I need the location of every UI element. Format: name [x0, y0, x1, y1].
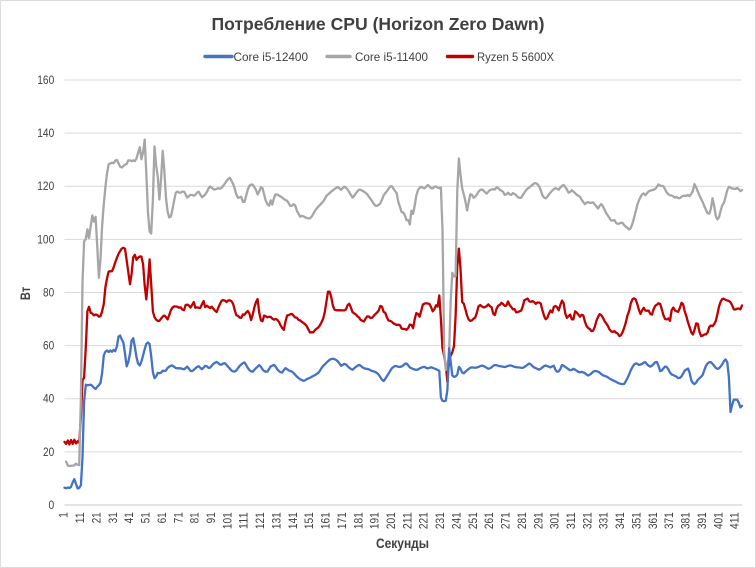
svg-text:331: 331: [598, 512, 611, 529]
svg-text:301: 301: [549, 512, 562, 529]
svg-text:201: 201: [385, 512, 398, 529]
svg-text:71: 71: [172, 512, 185, 523]
svg-text:131: 131: [270, 512, 283, 529]
svg-text:141: 141: [287, 512, 300, 529]
svg-text:80: 80: [43, 286, 54, 299]
svg-text:271: 271: [500, 512, 513, 529]
svg-text:41: 41: [123, 512, 136, 523]
svg-text:401: 401: [712, 512, 725, 529]
svg-text:181: 181: [352, 512, 365, 529]
svg-text:160: 160: [37, 74, 54, 87]
svg-text:60: 60: [43, 340, 54, 353]
svg-text:Core i5-12400: Core i5-12400: [234, 50, 309, 64]
svg-text:91: 91: [205, 512, 218, 523]
svg-text:151: 151: [303, 512, 316, 529]
svg-text:381: 381: [680, 512, 693, 529]
svg-text:341: 341: [614, 512, 627, 529]
svg-text:351: 351: [631, 512, 644, 529]
svg-text:20: 20: [43, 446, 54, 459]
svg-text:231: 231: [434, 512, 447, 529]
svg-text:251: 251: [467, 512, 480, 529]
svg-text:111: 111: [238, 512, 251, 529]
svg-text:161: 161: [320, 512, 333, 529]
svg-text:100: 100: [37, 233, 54, 246]
svg-text:Core i5-11400: Core i5-11400: [355, 50, 428, 64]
svg-text:40: 40: [43, 393, 54, 406]
svg-text:261: 261: [483, 512, 496, 529]
svg-text:101: 101: [221, 512, 234, 529]
svg-text:21: 21: [90, 512, 103, 523]
svg-text:Ryzen 5 5600X: Ryzen 5 5600X: [477, 50, 554, 64]
svg-text:321: 321: [581, 512, 594, 529]
svg-text:Потребление CPU (Horizon Zero: Потребление CPU (Horizon Zero Dawn): [212, 14, 545, 34]
svg-text:171: 171: [336, 512, 349, 529]
svg-text:1: 1: [58, 512, 71, 518]
svg-text:140: 140: [37, 127, 54, 140]
svg-text:121: 121: [254, 512, 267, 529]
svg-text:51: 51: [140, 512, 153, 523]
svg-text:241: 241: [451, 512, 464, 529]
svg-text:371: 371: [663, 512, 676, 529]
svg-text:Секунды: Секунды: [376, 535, 429, 551]
svg-text:411: 411: [729, 512, 742, 529]
svg-text:361: 361: [647, 512, 660, 529]
svg-text:Вт: Вт: [17, 287, 33, 300]
svg-text:191: 191: [369, 512, 382, 529]
svg-text:221: 221: [418, 512, 431, 529]
svg-text:291: 291: [532, 512, 545, 529]
svg-text:11: 11: [74, 512, 87, 523]
svg-text:61: 61: [156, 512, 169, 523]
svg-text:311: 311: [565, 512, 578, 529]
svg-text:0: 0: [49, 499, 55, 512]
svg-text:211: 211: [401, 512, 414, 529]
svg-text:281: 281: [516, 512, 529, 529]
svg-text:120: 120: [37, 180, 54, 193]
svg-text:391: 391: [696, 512, 709, 529]
svg-text:81: 81: [189, 512, 202, 523]
svg-text:31: 31: [107, 512, 120, 523]
